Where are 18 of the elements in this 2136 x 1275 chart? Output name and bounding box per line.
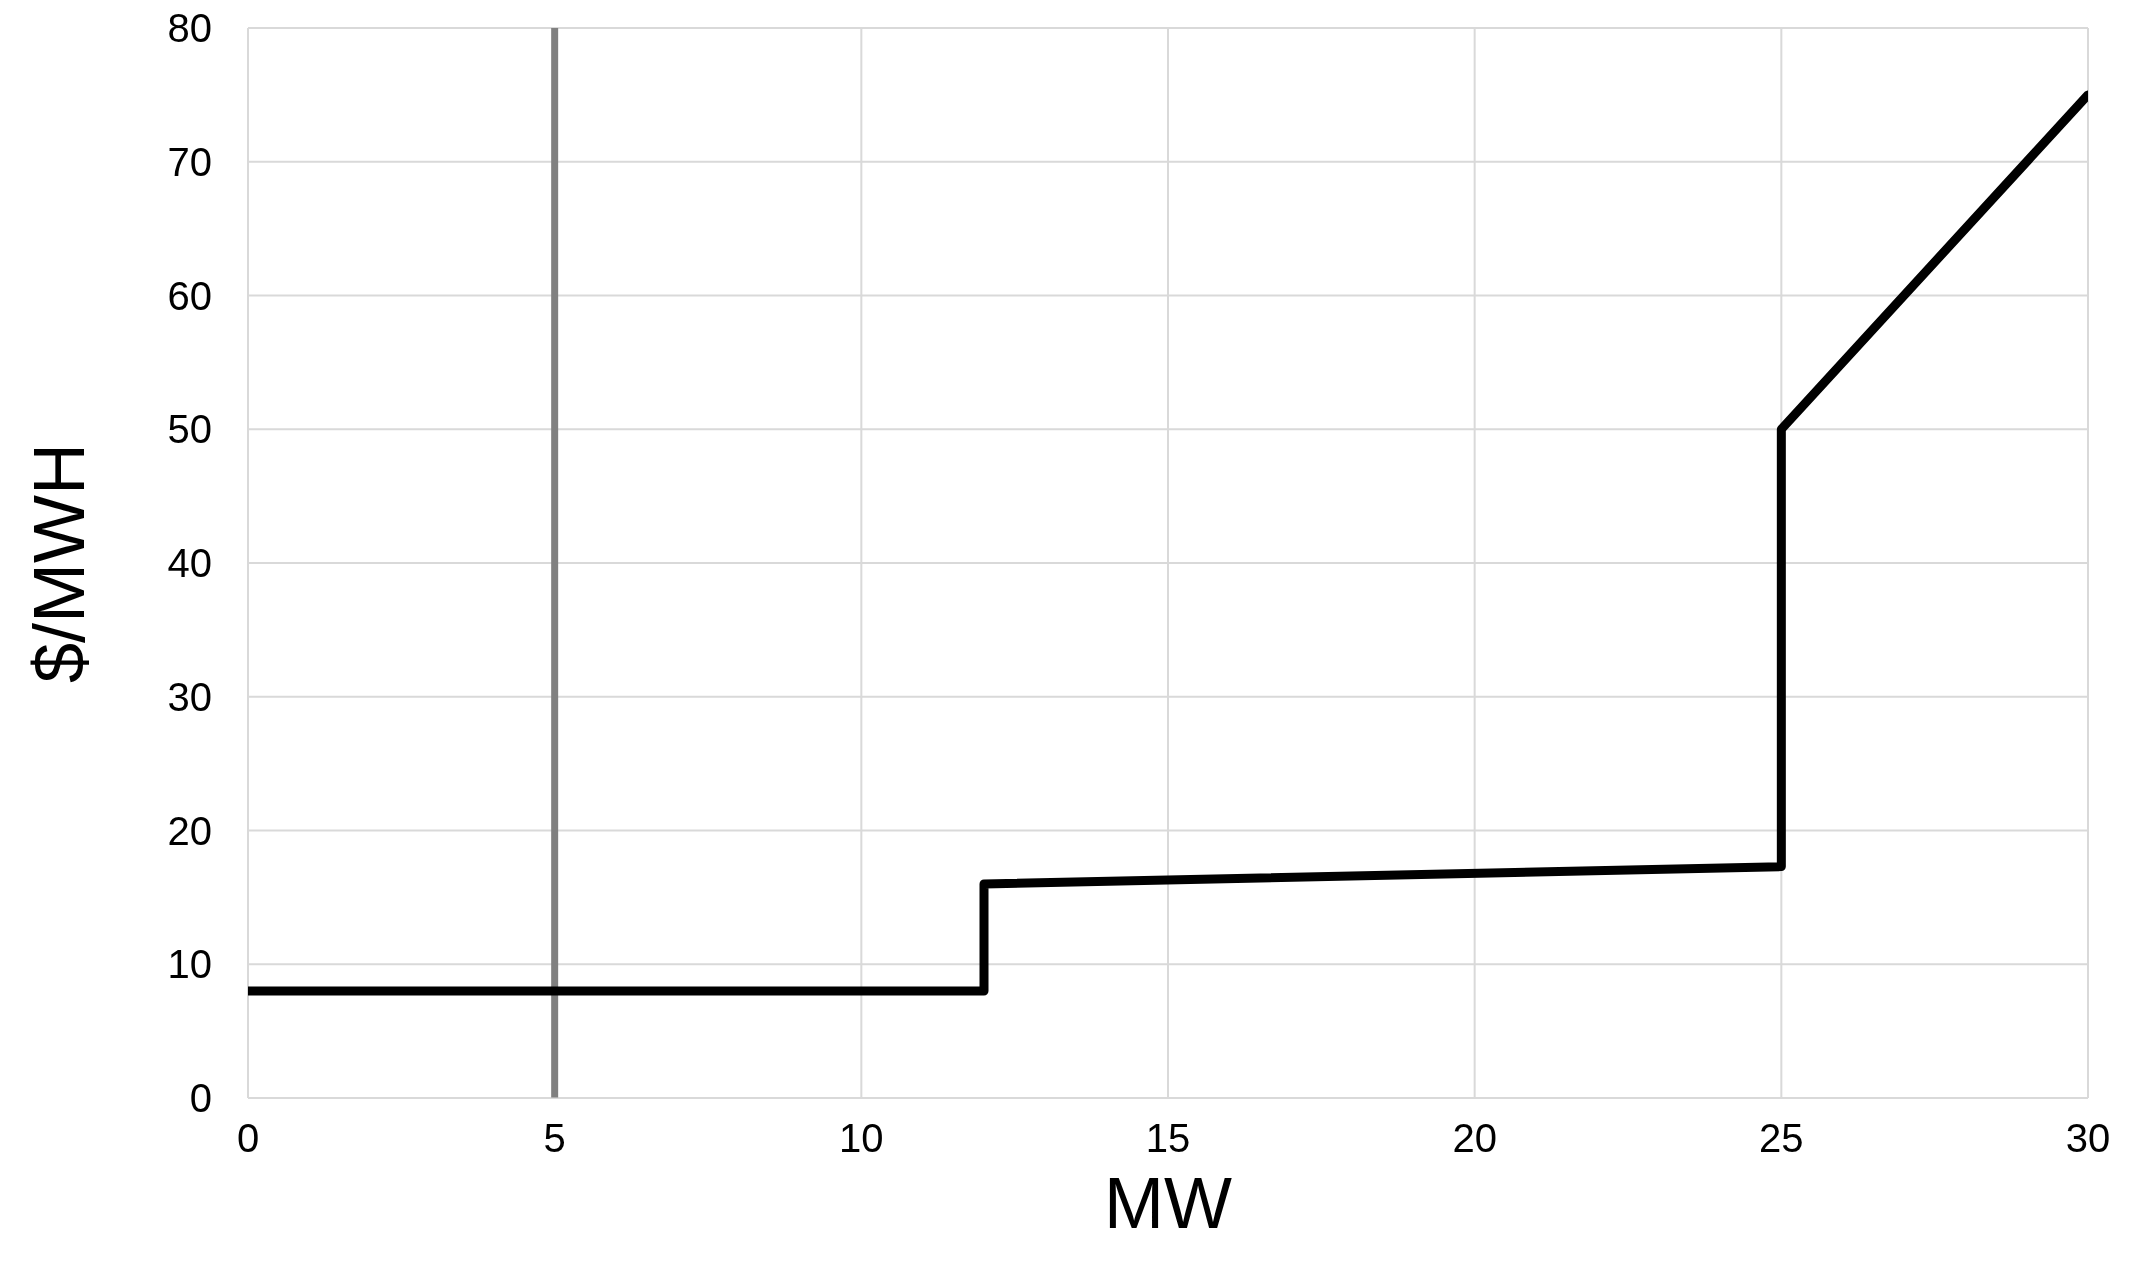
y-tick-label: 60 (167, 273, 212, 318)
x-tick-label: 20 (1452, 1116, 1497, 1161)
y-tick-label: 40 (167, 541, 212, 586)
x-tick-label: 10 (839, 1116, 884, 1161)
y-tick-label: 20 (167, 808, 212, 853)
y-tick-label: 50 (167, 407, 212, 452)
y-tick-label: 0 (189, 1076, 212, 1121)
x-tick-label: 0 (236, 1116, 260, 1161)
y-tick-label: 80 (167, 6, 212, 51)
y-axis-title: $/MWH (18, 443, 99, 683)
x-tick-label: 25 (1759, 1116, 1804, 1161)
x-axis-title: MW (1104, 1163, 1233, 1243)
y-tick-label: 30 (167, 674, 212, 719)
x-tick-label: 15 (1145, 1116, 1191, 1161)
x-tick-label: 30 (2065, 1116, 2111, 1161)
x-tick-label: 5 (543, 1116, 566, 1161)
y-tick-label: 70 (167, 139, 212, 184)
y-tick-label: 10 (167, 942, 212, 987)
